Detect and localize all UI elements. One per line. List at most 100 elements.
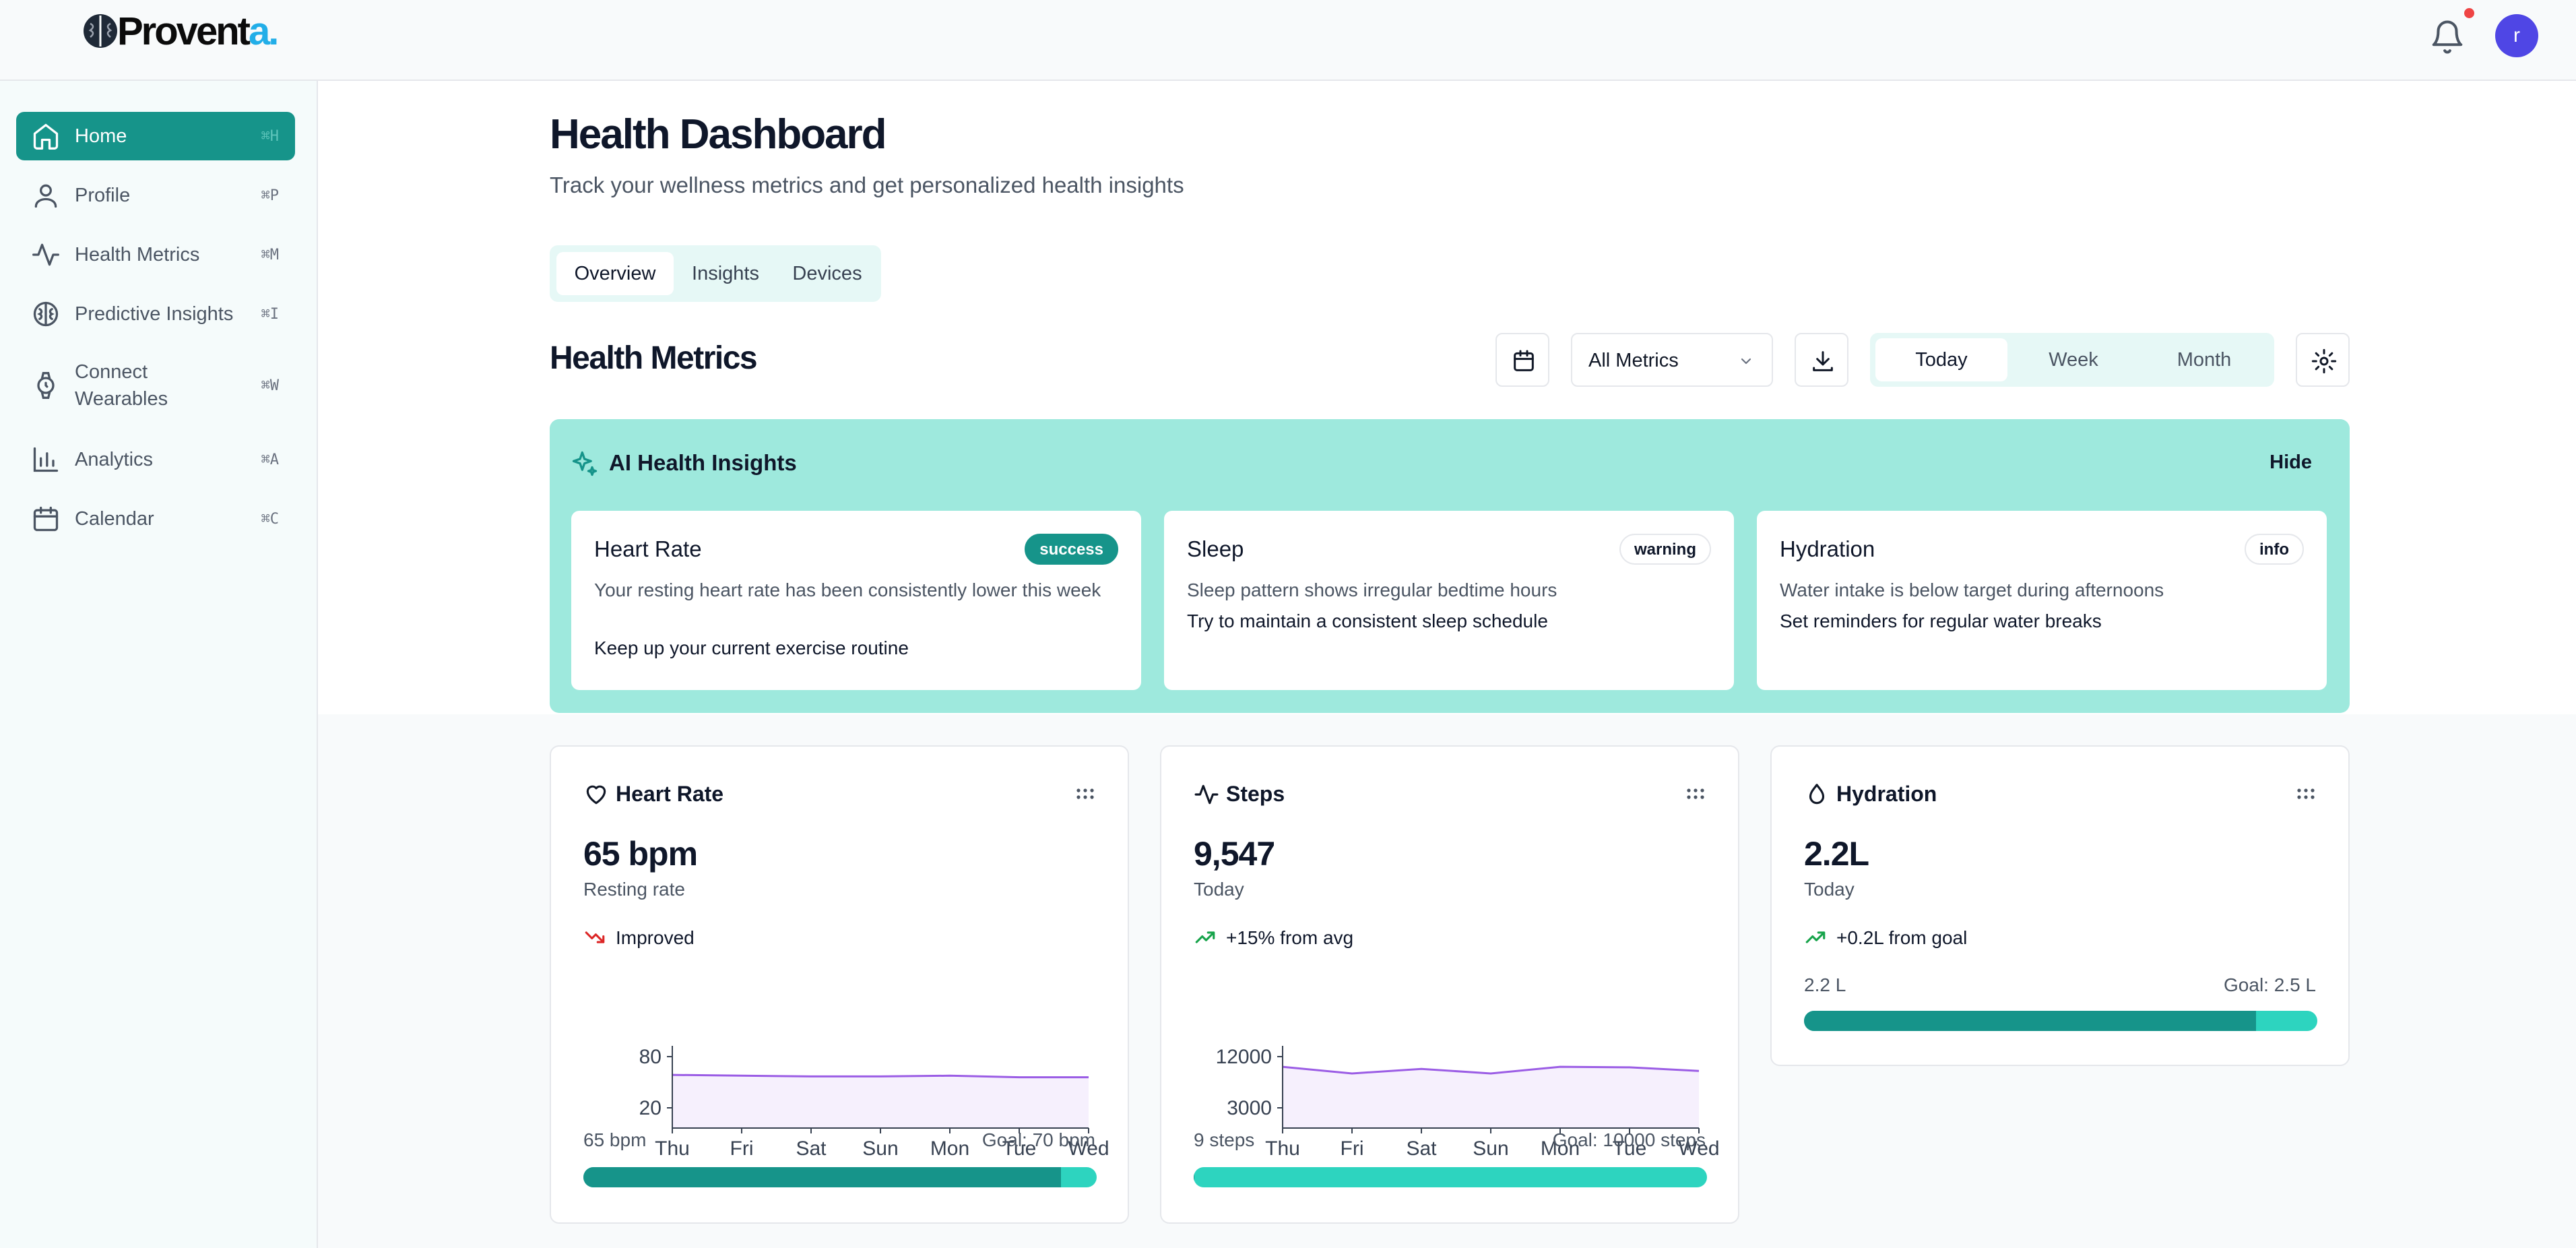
sidebar-item-label: Calendar [75,508,154,530]
settings-button[interactable] [2296,333,2350,387]
insight-title: Hydration [1780,536,1875,561]
brand-main: Provent [117,9,251,53]
metric-filter-select[interactable]: All Metrics [1571,333,1773,387]
chart-x-tick-label: Mon [930,1137,969,1160]
chart-x-tick-label: Tue [1613,1137,1647,1160]
metric-filter-value: All Metrics [1588,350,1679,371]
sparkles-icon [572,451,598,476]
sidebar-item-analytics[interactable]: Analytics ⌘A [16,435,295,484]
download-icon [1813,351,1833,371]
chart-area-fill [1283,1067,1699,1128]
trending-up-icon [1805,931,1826,943]
metric-title: Steps [1226,782,1285,806]
progress-current: 9 steps [1194,1129,1255,1150]
chart-x-tick-label: Sat [796,1137,827,1160]
trending-up-icon [1195,931,1215,943]
chart-y-tick-label: 12000 [1216,1046,1272,1068]
insight-card-heart-rate[interactable]: Heart Rate success Your resting heart ra… [571,511,1141,690]
sidebar-item-health-metrics[interactable]: Health Metrics ⌘M [16,230,295,279]
chart-x-tick-label: Wed [1678,1137,1719,1160]
progress-goal: Goal: 10000 steps [1552,1129,1706,1150]
insight-card-sleep[interactable]: Sleep warning Sleep pattern shows irregu… [1164,511,1734,690]
progress-bar [1194,1167,1707,1187]
steps-chart: 12000 3000 Thu Fri Sat Sun Mon Tue Wed [1216,1046,1720,1160]
avatar[interactable]: r [2495,14,2538,57]
metric-value: 65 bpm [583,835,698,873]
brain-icon [84,14,117,48]
tab-devices[interactable]: Devices [792,263,862,284]
download-button[interactable] [1795,333,1848,387]
period-today[interactable]: Today [1875,338,2007,381]
progress-fill [1804,1011,2256,1031]
metric-card-hydration: Hydration 2.2L Today +0.2L from goal 2.2… [1770,745,2350,1066]
metric-card-steps: Steps 9,547 Today +15% from avg 12000 300… [1160,745,1739,1224]
chart-x-tick-label: Wed [1068,1137,1109,1160]
insight-card-hydration[interactable]: Hydration info Water intake is below tar… [1757,511,2327,690]
metric-subtitle: Today [1804,879,1855,900]
heart-rate-chart: 80 20 Thu Fri Sat Sun Mon Tue Wed [639,1046,1109,1160]
activity-icon [32,243,59,266]
sidebar-item-predictive-insights[interactable]: Predictive Insights ⌘I [16,290,295,338]
heart-icon [586,785,606,805]
watch-icon [37,372,55,399]
insight-description: Water intake is below target during afte… [1780,580,2164,600]
metric-value: 9,547 [1194,835,1275,873]
shortcut-hint: ⌘H [261,127,280,145]
chart-area-fill [672,1075,1089,1128]
status-badge: success [1025,534,1118,565]
status-badge: warning [1619,534,1711,565]
chart-x-tick-label: Sun [862,1137,898,1160]
tab-insights[interactable]: Insights [692,263,759,284]
sidebar-item-label: Wearables [75,388,168,410]
chart-x-tick-label: Sat [1406,1137,1437,1160]
chart-x-tick-label: Sun [1473,1137,1508,1160]
top-header: Proventa. r [0,0,2576,81]
metric-subtitle: Today [1194,879,1244,900]
calendar-icon [1514,350,1534,371]
sidebar-item-connect-wearables[interactable]: Connect Wearables ⌘W [16,348,295,423]
logo[interactable]: Proventa. [82,9,279,53]
period-week[interactable]: Week [2049,349,2098,371]
ai-insights-title: AI Health Insights [609,450,797,475]
progress-current: 65 bpm [583,1129,647,1150]
shortcut-hint: ⌘I [261,305,280,323]
notification-dot [2464,8,2474,18]
grip-icon[interactable] [2296,786,2316,802]
status-badge: info [2245,534,2304,565]
period-toggle: Today Week Month [1870,333,2274,387]
chart-y-tick-label: 80 [639,1046,662,1068]
sidebar-item-label: Home [75,125,127,147]
sidebar-item-label: Connect [75,361,148,383]
progress-current: 2.2 L [1804,974,1846,995]
date-picker-button[interactable] [1495,333,1549,387]
progress-goal: Goal: 2.5 L [2224,974,2316,995]
sidebar: Home ⌘H Profile ⌘P Health Metrics ⌘M Pre… [0,81,318,1248]
chart-x-tick-label: Mon [1541,1137,1580,1160]
insight-description: Sleep pattern shows irregular bedtime ho… [1187,580,1557,600]
tab-overview[interactable]: Overview [556,252,674,295]
progress-bar [583,1167,1097,1187]
chart-x-tick-label: Thu [655,1137,690,1160]
bell-icon[interactable] [2429,19,2466,55]
period-month[interactable]: Month [2177,349,2232,371]
page-tabs: Overview Insights Devices [550,245,881,302]
chart-y-tick-label: 3000 [1227,1097,1272,1119]
grip-icon[interactable] [1685,786,1706,802]
brand-accent: a. [248,9,279,53]
metric-title: Hydration [1836,782,1937,806]
progress-goal: Goal: 70 bpm [981,1129,1095,1150]
insight-action: Keep up your current exercise routine [594,637,909,658]
progress-bar [1804,1011,2317,1031]
page-title: Health Dashboard [550,111,887,158]
page-subtitle: Track your wellness metrics and get pers… [550,173,1184,197]
grip-icon[interactable] [1075,786,1095,802]
insight-description: Your resting heart rate has been consist… [594,580,1101,600]
hide-insights-button[interactable]: Hide [2269,451,2312,473]
calendar-icon [33,506,59,532]
sidebar-item-home[interactable]: Home ⌘H [16,112,295,160]
sidebar-item-label: Health Metrics [75,244,200,266]
metric-trend: +0.2L from goal [1836,927,1968,948]
sidebar-item-profile[interactable]: Profile ⌘P [16,171,295,220]
user-icon [34,184,57,208]
sidebar-item-calendar[interactable]: Calendar ⌘C [16,495,295,543]
